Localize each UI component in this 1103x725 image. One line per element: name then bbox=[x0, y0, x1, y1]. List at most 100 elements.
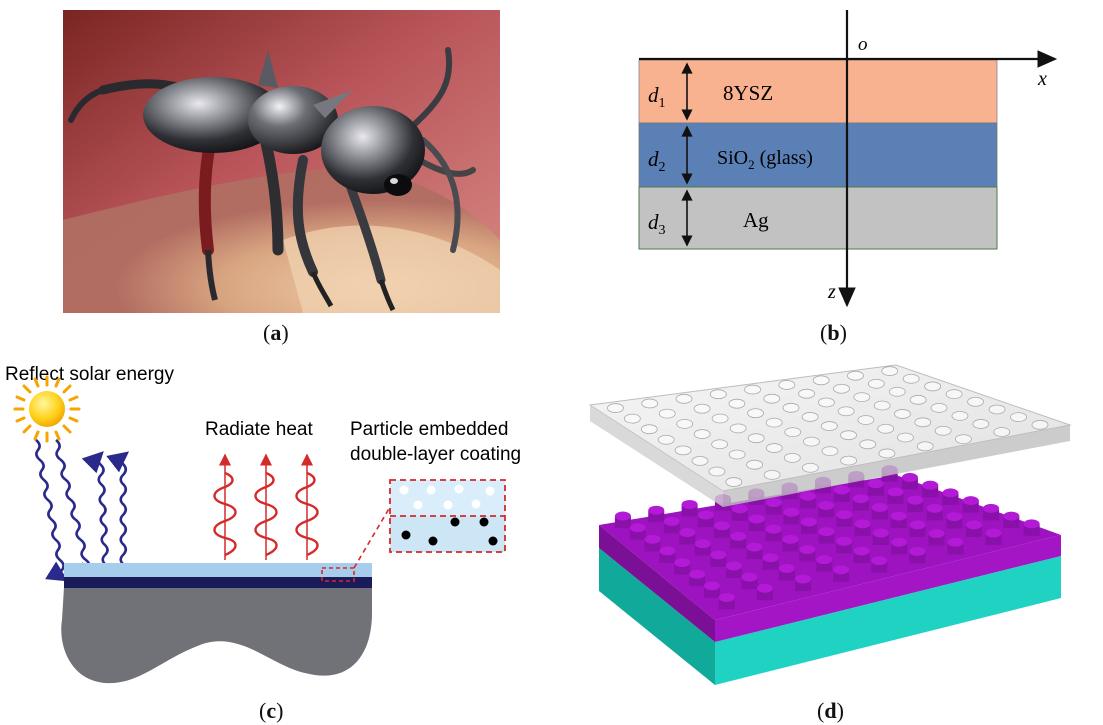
glass-hole bbox=[993, 427, 1011, 437]
pillar-top bbox=[942, 488, 959, 498]
layer-ag bbox=[638, 186, 998, 250]
heat-wave-2 bbox=[254, 453, 278, 560]
pillar-top bbox=[674, 558, 691, 568]
heat-wave-1 bbox=[213, 453, 237, 560]
glass-hole bbox=[607, 403, 624, 413]
coating-top-layer bbox=[64, 563, 372, 577]
glass-hole bbox=[840, 430, 857, 441]
glass-hole bbox=[765, 417, 783, 428]
metasurface-3d-render bbox=[588, 364, 1072, 685]
panel-a-caption: (a) bbox=[263, 320, 289, 345]
glass-hole bbox=[676, 418, 694, 429]
glass-hole-array bbox=[607, 366, 1049, 487]
glass-slab-side bbox=[723, 425, 1070, 507]
glass-hole bbox=[972, 419, 990, 429]
x-axis-label: x bbox=[1037, 68, 1047, 90]
pillar-top bbox=[907, 495, 924, 505]
glass-hole bbox=[708, 466, 726, 477]
glass-hole bbox=[847, 370, 864, 381]
glass-hole bbox=[930, 402, 948, 413]
pillar-top bbox=[741, 572, 758, 582]
layer-8ysz-label: 8YSZ bbox=[723, 81, 773, 105]
particle-label-1: Particle embedded bbox=[350, 419, 508, 440]
glass-hole bbox=[798, 388, 816, 399]
glass-hole bbox=[867, 378, 885, 389]
layer-sio2-label: SiO2 (glass) bbox=[717, 147, 813, 172]
glass-hole bbox=[640, 424, 658, 435]
d3-label: d3 bbox=[648, 210, 666, 238]
pillar-layer-front bbox=[599, 525, 715, 642]
glass-hole bbox=[853, 392, 871, 403]
glass-hole bbox=[675, 393, 693, 404]
glass-hole bbox=[709, 389, 727, 400]
glass-hole bbox=[801, 412, 819, 422]
pillar-top bbox=[730, 531, 747, 541]
pillar-top bbox=[983, 503, 1000, 513]
glass-hole bbox=[812, 375, 830, 386]
pillar-top bbox=[872, 528, 889, 538]
reflected-wave-2 bbox=[106, 451, 130, 566]
glass-hole bbox=[877, 423, 895, 434]
substrate bbox=[61, 587, 373, 684]
glass-hole bbox=[878, 448, 896, 459]
pillar-top bbox=[909, 520, 926, 530]
glass-hole bbox=[784, 427, 802, 438]
pillar-top bbox=[703, 581, 720, 591]
glass-hole bbox=[833, 383, 850, 394]
glass-hole bbox=[909, 394, 927, 405]
layer-structure-diagram: o x z d1 d2 d3 8YSZ SiO2 (glass) Ag bbox=[638, 10, 1058, 308]
glass-hole bbox=[1010, 412, 1027, 423]
heat-wave-3 bbox=[295, 453, 319, 560]
panel-c-caption: (c) bbox=[259, 698, 284, 723]
cooling-coating-diagram: Reflect solar energy Radiate heat Partic… bbox=[5, 364, 521, 684]
glass-hole bbox=[657, 434, 675, 445]
pillar-top bbox=[816, 555, 833, 565]
glass-hole bbox=[641, 398, 659, 409]
panel-b: o x z d1 d2 d3 8YSZ SiO2 (glass) Ag bbox=[620, 0, 1070, 315]
pillar-top bbox=[928, 529, 945, 539]
pillar-top bbox=[795, 574, 812, 584]
pillar-top bbox=[648, 505, 665, 515]
pillar-top bbox=[756, 583, 773, 593]
glass-hole bbox=[837, 406, 855, 417]
solar-wave-2 bbox=[55, 439, 96, 582]
pillar-top bbox=[852, 494, 869, 504]
glass-hole bbox=[763, 469, 781, 480]
glass-hole bbox=[801, 462, 819, 473]
pillar-top bbox=[714, 521, 731, 531]
glass-slab-front bbox=[590, 405, 723, 507]
pillar-top bbox=[926, 503, 943, 513]
pillar-top bbox=[833, 565, 850, 575]
glass-hole bbox=[711, 413, 729, 424]
pillar-top bbox=[697, 510, 714, 520]
layer-sio2 bbox=[638, 122, 998, 188]
pillar-top bbox=[1003, 511, 1020, 521]
pillar-top bbox=[922, 480, 939, 490]
glass-hole bbox=[728, 398, 746, 409]
pillar-top bbox=[836, 536, 853, 546]
glass-hole bbox=[840, 455, 858, 466]
glass-hole bbox=[967, 396, 984, 407]
pillar-top bbox=[782, 534, 799, 544]
pillar-top bbox=[710, 550, 727, 560]
solar-wave-1 bbox=[35, 439, 69, 582]
pillar-top bbox=[887, 487, 904, 497]
pillar-top bbox=[800, 517, 817, 527]
layer-8ysz bbox=[638, 59, 998, 124]
glass-hole bbox=[817, 397, 835, 408]
pillar-top bbox=[962, 496, 979, 506]
glass-hole bbox=[728, 449, 746, 460]
glass-hole bbox=[888, 386, 906, 397]
d1-label: d1 bbox=[648, 83, 666, 111]
glass-hole bbox=[988, 404, 1006, 415]
glass-hole bbox=[744, 384, 761, 395]
panel-c: Reflect solar energy Radiate heat Partic… bbox=[0, 355, 540, 690]
pillar-top bbox=[783, 507, 800, 517]
glass-hole bbox=[763, 393, 781, 404]
glass-hole bbox=[623, 413, 641, 424]
glass-hole bbox=[783, 452, 801, 463]
pillar-top bbox=[659, 546, 676, 556]
panel-b-letter: b bbox=[827, 320, 840, 345]
pillar-top bbox=[818, 527, 835, 537]
glass-hole bbox=[894, 409, 911, 419]
